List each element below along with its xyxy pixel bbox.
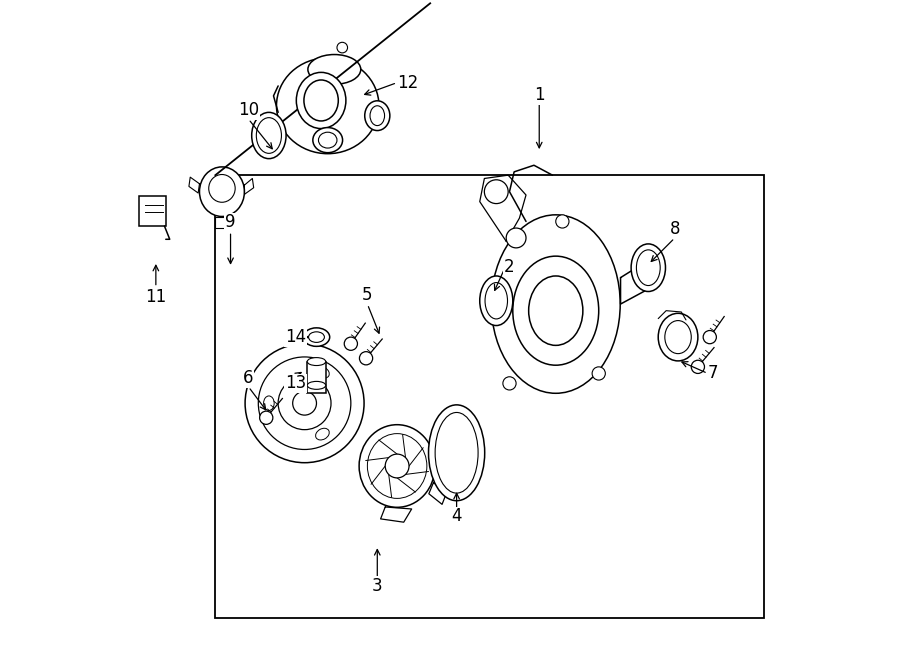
- Ellipse shape: [264, 396, 274, 410]
- Ellipse shape: [307, 381, 326, 389]
- Text: 6: 6: [243, 369, 254, 387]
- Bar: [307, 362, 326, 393]
- Ellipse shape: [359, 425, 435, 508]
- Circle shape: [278, 377, 331, 430]
- Text: 4: 4: [452, 508, 462, 525]
- Ellipse shape: [513, 256, 599, 365]
- Text: 1: 1: [534, 86, 544, 104]
- Ellipse shape: [308, 55, 361, 84]
- Ellipse shape: [304, 80, 338, 121]
- Ellipse shape: [303, 328, 329, 346]
- Ellipse shape: [200, 167, 245, 217]
- Text: 8: 8: [670, 220, 680, 238]
- Text: 10: 10: [238, 101, 259, 119]
- Ellipse shape: [528, 276, 583, 345]
- Text: 9: 9: [225, 214, 236, 231]
- Ellipse shape: [491, 215, 620, 393]
- Circle shape: [556, 215, 569, 228]
- Circle shape: [506, 228, 526, 248]
- Ellipse shape: [316, 428, 329, 440]
- Text: 12: 12: [397, 73, 418, 92]
- Ellipse shape: [307, 358, 326, 366]
- Circle shape: [292, 391, 317, 415]
- Circle shape: [245, 344, 364, 463]
- Ellipse shape: [309, 332, 324, 342]
- Ellipse shape: [296, 73, 346, 128]
- Ellipse shape: [367, 434, 427, 498]
- Text: 14: 14: [284, 328, 306, 346]
- Bar: [215, 175, 764, 618]
- Ellipse shape: [485, 282, 508, 319]
- Circle shape: [337, 42, 347, 53]
- Ellipse shape: [658, 313, 698, 361]
- Circle shape: [359, 352, 373, 365]
- Text: 5: 5: [362, 286, 373, 304]
- Ellipse shape: [636, 250, 661, 286]
- Text: 11: 11: [145, 288, 166, 305]
- Ellipse shape: [480, 276, 513, 326]
- Text: 13: 13: [284, 374, 306, 393]
- Ellipse shape: [256, 118, 282, 153]
- Ellipse shape: [313, 128, 343, 153]
- Text: 7: 7: [707, 364, 718, 383]
- Circle shape: [503, 377, 516, 390]
- Text: 3: 3: [372, 577, 382, 595]
- Ellipse shape: [435, 412, 478, 493]
- Circle shape: [703, 330, 716, 344]
- Circle shape: [691, 360, 705, 373]
- Text: 2: 2: [504, 258, 515, 276]
- Ellipse shape: [209, 175, 235, 202]
- Circle shape: [385, 454, 409, 478]
- Ellipse shape: [252, 112, 286, 159]
- Ellipse shape: [319, 132, 337, 148]
- Circle shape: [592, 367, 606, 380]
- Circle shape: [344, 337, 357, 350]
- Ellipse shape: [276, 58, 379, 154]
- Circle shape: [258, 357, 351, 449]
- Ellipse shape: [370, 106, 384, 126]
- Ellipse shape: [316, 366, 329, 378]
- Ellipse shape: [631, 244, 665, 292]
- Ellipse shape: [428, 405, 485, 501]
- Circle shape: [259, 411, 273, 424]
- Ellipse shape: [364, 101, 390, 131]
- Ellipse shape: [665, 321, 691, 354]
- Circle shape: [484, 180, 508, 204]
- Bar: [140, 196, 166, 226]
